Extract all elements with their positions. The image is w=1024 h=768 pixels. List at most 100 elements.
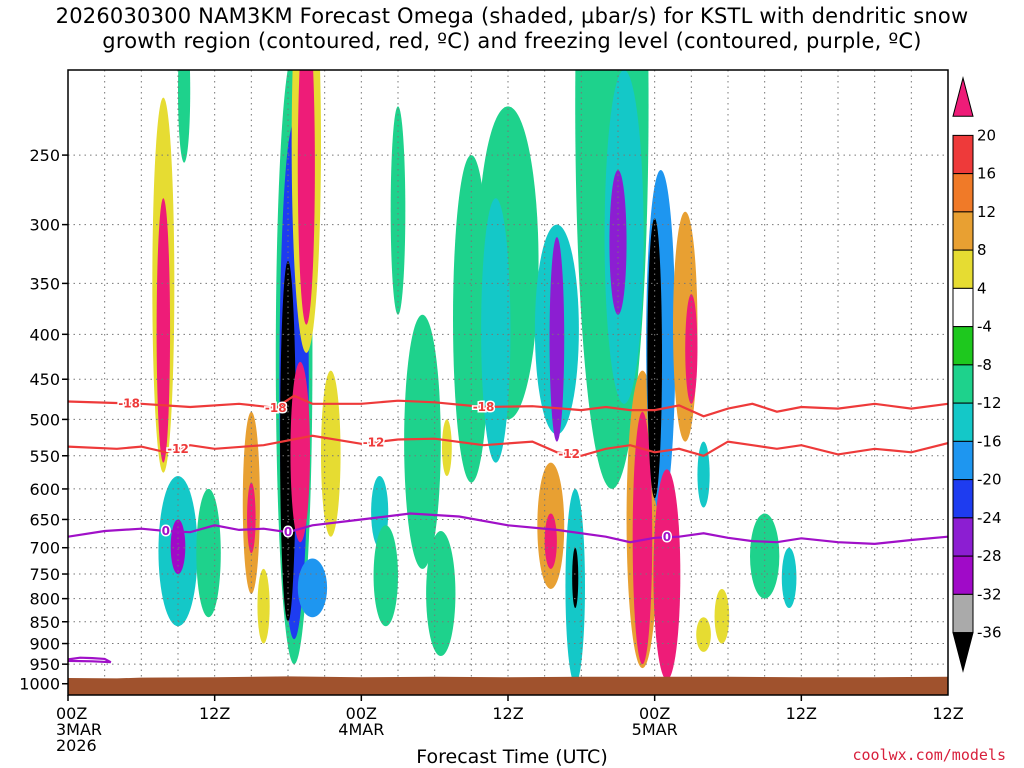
omega-cell <box>544 513 557 569</box>
omega-cell <box>390 106 406 315</box>
omega-cell <box>321 370 341 537</box>
y-tick-label: 350 <box>29 274 60 293</box>
dgz-minus18-label: -18 <box>118 396 140 410</box>
omega-cell <box>572 547 579 609</box>
colorbar-label: 20 <box>977 126 996 144</box>
colorbar-bin <box>952 134 974 175</box>
omega-cell <box>685 294 698 404</box>
omega-cell <box>156 198 171 463</box>
colorbar-bin <box>952 326 974 366</box>
x-tick-label: 00Z <box>639 704 670 723</box>
omega-cell <box>781 547 797 609</box>
y-tick-label: 900 <box>29 635 60 654</box>
x-tick-year-label: 2026 <box>56 736 97 755</box>
omega-cell <box>178 70 191 163</box>
contours: -18 -18 -18 -12 -12 -12 0 0 0 <box>68 394 948 664</box>
y-tick-label: 950 <box>29 655 60 674</box>
colorbar-bin <box>952 402 974 442</box>
colorbar-bin <box>952 249 974 289</box>
omega-shading <box>152 70 797 684</box>
colorbar-bin <box>952 173 974 213</box>
omega-cell <box>442 419 452 477</box>
omega-cell <box>549 237 565 442</box>
colorbar-top-arrow <box>952 76 974 117</box>
y-tick-label: 450 <box>29 370 60 389</box>
title-line-1: 2026030300 NAM3KM Forecast Omega (shaded… <box>55 4 969 28</box>
omega-cell <box>196 488 221 618</box>
y-tick-label: 1000 <box>19 675 60 694</box>
y-tick-label: 800 <box>29 590 60 609</box>
omega-cell <box>290 361 310 543</box>
colorbar-bin <box>952 364 974 404</box>
site-credit[interactable]: coolwx.com/models <box>852 746 1006 764</box>
colorbar-bin <box>952 287 974 328</box>
colorbar-label: -16 <box>977 432 1002 450</box>
y-tick-label: 550 <box>29 447 60 466</box>
omega-cell <box>653 469 681 680</box>
y-tick-label: 400 <box>29 325 60 344</box>
colorbar: 20 16 12 8 4 -4 -8 -12 -16 -20 -24 -28 -32 -36 <box>952 76 1002 673</box>
colorbar-label: -8 <box>977 356 992 374</box>
x-tick-label: 12Z <box>786 704 817 723</box>
colorbar-label: 12 <box>977 203 996 221</box>
omega-cell <box>697 441 710 508</box>
omega-cell <box>297 70 315 325</box>
terrain-fill <box>68 676 948 695</box>
colorbar-label: -36 <box>977 624 1002 642</box>
x-tick-label: 00Z <box>346 704 377 723</box>
x-tick-label: 12Z <box>932 704 963 723</box>
colorbar-label: 4 <box>977 279 987 297</box>
y-tick-label: 750 <box>29 565 60 584</box>
colorbar-label: -32 <box>977 585 1002 603</box>
colorbar-bottom-arrow <box>952 632 974 673</box>
y-tick-label: 700 <box>29 539 60 558</box>
colorbar-label: -24 <box>977 509 1002 527</box>
colorbar-bin <box>952 517 974 557</box>
omega-cell <box>609 170 627 315</box>
omega-cell <box>170 519 186 575</box>
dgz-minus12-line <box>68 434 948 457</box>
x-tick-date-label: 4MAR <box>338 720 384 739</box>
colorbar-label: -20 <box>977 471 1002 489</box>
x-axis-title: Forecast Time (UTC) <box>416 746 608 768</box>
freezing-level-label: 0 <box>284 525 292 539</box>
title-line-2: growth region (contoured, red, ºC) and f… <box>102 29 922 53</box>
x-tick-label: 12Z <box>492 704 523 723</box>
freezing-level-label: 0 <box>162 524 170 538</box>
omega-cell <box>404 314 441 569</box>
omega-cell <box>647 218 663 499</box>
colorbar-label: 16 <box>977 165 996 183</box>
colorbar-label: 8 <box>977 241 987 259</box>
x-tick-label: 00Z <box>56 704 87 723</box>
colorbar-label: -12 <box>977 394 1002 412</box>
chart-title: 2026030300 NAM3KM Forecast Omega (shaded… <box>0 4 1024 54</box>
y-tick-label: 850 <box>29 613 60 632</box>
colorbar-bin <box>952 593 974 634</box>
freezing-level-surface-line <box>68 656 112 664</box>
omega-cell <box>247 482 256 554</box>
omega-cell <box>714 588 730 644</box>
y-tick-label: 300 <box>29 216 60 235</box>
omega-cell <box>297 558 328 618</box>
colorbar-label: -28 <box>977 547 1002 565</box>
y-tick-label: 600 <box>29 480 60 499</box>
omega-cell <box>696 617 711 652</box>
omega-cell <box>257 568 270 644</box>
dgz-minus18-line <box>68 394 948 418</box>
y-axis: 250 300 350 400 450 500 550 600 650 700 750 800 850 9… <box>19 146 68 694</box>
y-tick-label: 650 <box>29 510 60 529</box>
freezing-level-label: 0 <box>663 530 671 544</box>
omega-cell <box>632 411 653 665</box>
y-tick-label: 250 <box>29 146 60 165</box>
colorbar-bin <box>952 555 974 595</box>
colorbar-bin <box>952 479 974 519</box>
dgz-minus12-label: -12 <box>167 442 189 456</box>
dgz-minus18-label: -18 <box>265 401 287 415</box>
colorbar-bin <box>952 211 974 251</box>
x-tick-date-label: 3MAR <box>56 720 102 739</box>
colorbar-label: -4 <box>977 318 992 336</box>
omega-cell <box>750 513 780 599</box>
dgz-minus18-label: -18 <box>473 400 495 414</box>
dgz-minus12-label: -12 <box>558 447 580 461</box>
